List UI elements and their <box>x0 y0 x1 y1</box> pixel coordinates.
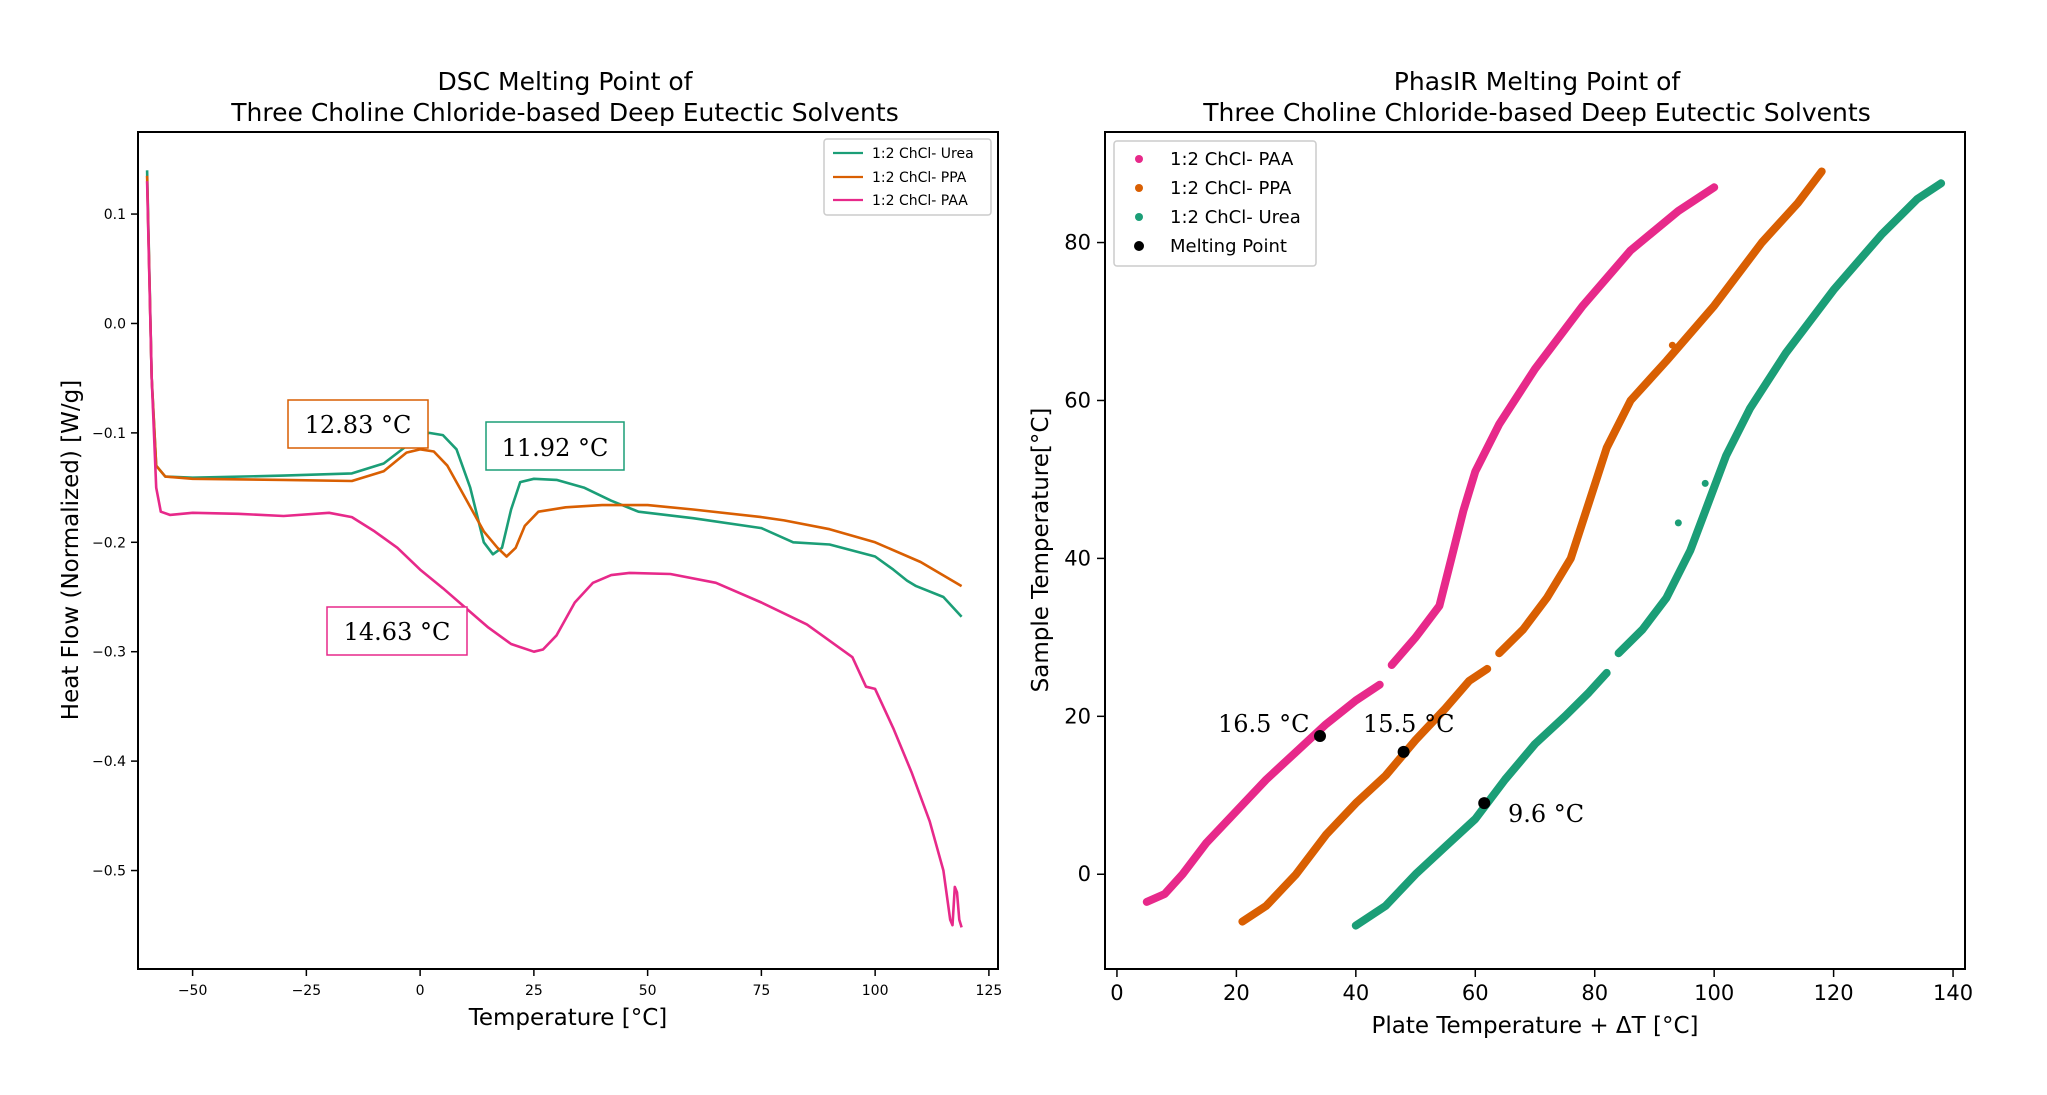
phasir-outlier-point <box>1668 341 1676 349</box>
dsc-annotation-paa-text: 14.63 °C <box>344 618 451 646</box>
phasir-points-band <box>1387 183 1719 669</box>
phasir-legend-marker-ppa <box>1135 184 1143 192</box>
phasir-outlier-point <box>1674 519 1682 527</box>
phasir-melting-point <box>1478 797 1491 810</box>
phasir-x-axis-label: Plate Temperature + ΔT [°C] <box>1371 1013 1698 1039</box>
phasir-legend-box <box>1113 140 1317 267</box>
dsc-x-tick-label: −50 <box>178 983 208 999</box>
dsc-annotation-paa-box <box>326 606 468 656</box>
phasir-x-ticks: 0 20 40 60 80 100 120 140 <box>1110 969 1973 1005</box>
phasir-points-band <box>1238 664 1492 926</box>
dsc-x-tick-label: 25 <box>525 983 543 999</box>
phasir-x-tick-label: 120 <box>1814 981 1854 1005</box>
phasir-x-tick-label: 140 <box>1933 981 1973 1005</box>
phasir-legend-marker-urea <box>1135 213 1143 221</box>
dsc-annotation-ppa: 12.83 °C <box>287 399 429 449</box>
dsc-legend-label-paa: 1:2 ChCl- PAA <box>872 193 968 209</box>
phasir-title-line1: PhasIR Melting Point of <box>1394 67 1682 96</box>
dsc-legend-label-ppa: 1:2 ChCl- PPA <box>872 170 967 186</box>
dsc-series-1-2-chcl-ppa <box>145 175 963 588</box>
phasir-x-tick-label: 60 <box>1462 981 1489 1005</box>
dsc-chart: DSC Melting Point of Three Choline Chlor… <box>58 67 1002 1031</box>
phasir-legend-label-ppa: 1:2 ChCl- PPA <box>1170 178 1292 199</box>
phasir-x-tick-label: 20 <box>1223 981 1250 1005</box>
dsc-x-tick-label: 100 <box>862 983 889 999</box>
dsc-y-tick-label: −0.3 <box>92 645 126 661</box>
dsc-x-tick-label: 75 <box>752 983 770 999</box>
dsc-legend-label-urea: 1:2 ChCl- Urea <box>872 146 974 162</box>
phasir-melting-point <box>1397 745 1410 758</box>
dsc-x-tick-label: 50 <box>639 983 657 999</box>
dsc-annotation-urea-box <box>485 421 625 471</box>
phasir-points-band <box>1351 668 1611 930</box>
phasir-y-tick-label: 0 <box>1078 862 1091 886</box>
phasir-x-tick-label: 80 <box>1581 981 1608 1005</box>
dsc-y-axis-label: Heat Flow (Normalized) [W/g] <box>58 380 84 720</box>
phasir-legend-label-paa: 1:2 ChCl- PAA <box>1170 149 1294 170</box>
dsc-legend: 1:2 ChCl- Urea 1:2 ChCl- PPA 1:2 ChCl- P… <box>823 138 992 216</box>
phasir-x-tick-label: 40 <box>1342 981 1369 1005</box>
phasir-y-tick-label: 20 <box>1064 704 1091 728</box>
dsc-annotation-urea-text: 11.92 °C <box>502 434 609 462</box>
dsc-y-tick-label: 0.0 <box>104 316 126 332</box>
dsc-x-axis-label: Temperature [°C] <box>468 1005 668 1031</box>
phasir-x-tick-label: 0 <box>1110 981 1123 1005</box>
dsc-x-tick-label: 125 <box>976 983 1003 999</box>
dsc-series-1-2-chcl-paa <box>145 181 963 928</box>
phasir-points-band <box>1614 179 1946 658</box>
dsc-title-line1: DSC Melting Point of <box>438 67 694 96</box>
dsc-annotation-ppa-box <box>287 399 429 449</box>
dsc-y-tick-label: −0.4 <box>92 754 126 770</box>
dsc-y-tick-label: 0.1 <box>104 207 126 223</box>
dsc-x-ticks: −50 −25 0 25 50 75 100 125 <box>178 969 1002 999</box>
phasir-x-tick-label: 100 <box>1694 981 1734 1005</box>
phasir-series-1-2-chcl-paa <box>1142 183 1719 906</box>
phasir-marks <box>1142 167 1946 930</box>
dsc-annotation-urea: 11.92 °C <box>485 421 625 471</box>
phasir-annotation-ppa: 15.5 °C <box>1363 710 1454 738</box>
phasir-outlier-point <box>1701 479 1709 487</box>
dsc-plot-frame <box>137 131 999 970</box>
phasir-legend: 1:2 ChCl- PAA 1:2 ChCl- PPA 1:2 ChCl- Ur… <box>1113 140 1317 267</box>
dsc-x-tick-label: 0 <box>416 983 425 999</box>
phasir-annotation-paa: 16.5 °C <box>1218 710 1309 738</box>
phasir-points-band <box>1142 680 1384 906</box>
phasir-y-tick-label: 40 <box>1064 546 1091 570</box>
phasir-series-melting-point <box>1314 730 1491 810</box>
dsc-x-tick-label: −25 <box>292 983 322 999</box>
phasir-y-axis-label: Sample Temperature[°C] <box>1028 408 1054 693</box>
phasir-legend-label-urea: 1:2 ChCl- Urea <box>1170 207 1301 228</box>
phasir-annotation-urea: 9.6 °C <box>1508 800 1584 828</box>
phasir-series-1-2-chcl-ppa <box>1238 167 1826 926</box>
dsc-y-tick-label: −0.2 <box>92 535 126 551</box>
phasir-melting-point <box>1314 730 1326 743</box>
phasir-y-tick-label: 80 <box>1064 231 1091 255</box>
dsc-annotation-ppa-text: 12.83 °C <box>305 411 412 439</box>
phasir-y-ticks: 0 20 40 60 80 <box>1064 231 1105 886</box>
phasir-chart: PhasIR Melting Point of Three Choline Ch… <box>1028 67 1973 1039</box>
phasir-plot-frame <box>1104 131 1966 970</box>
phasir-series-1-2-chcl-urea <box>1351 179 1946 930</box>
dsc-y-ticks: 0.1 0.0 −0.1 −0.2 −0.3 −0.4 −0.5 <box>92 207 138 880</box>
phasir-title-line2: Three Choline Chloride-based Deep Eutect… <box>1202 98 1870 127</box>
phasir-legend-marker-paa <box>1135 155 1143 163</box>
phasir-legend-label-melting: Melting Point <box>1170 236 1287 257</box>
dsc-legend-box <box>823 138 992 216</box>
phasir-y-tick-label: 60 <box>1064 388 1091 412</box>
dsc-curves <box>145 170 963 928</box>
phasir-points-band <box>1495 167 1826 658</box>
phasir-legend-marker-melting <box>1134 241 1144 251</box>
dsc-annotation-paa: 14.63 °C <box>326 606 468 656</box>
dsc-y-tick-label: −0.1 <box>92 426 126 442</box>
dsc-series-1-2-chcl-urea <box>145 170 963 618</box>
dsc-y-tick-label: −0.5 <box>92 864 126 880</box>
dsc-title-line2: Three Choline Chloride-based Deep Eutect… <box>230 98 898 127</box>
